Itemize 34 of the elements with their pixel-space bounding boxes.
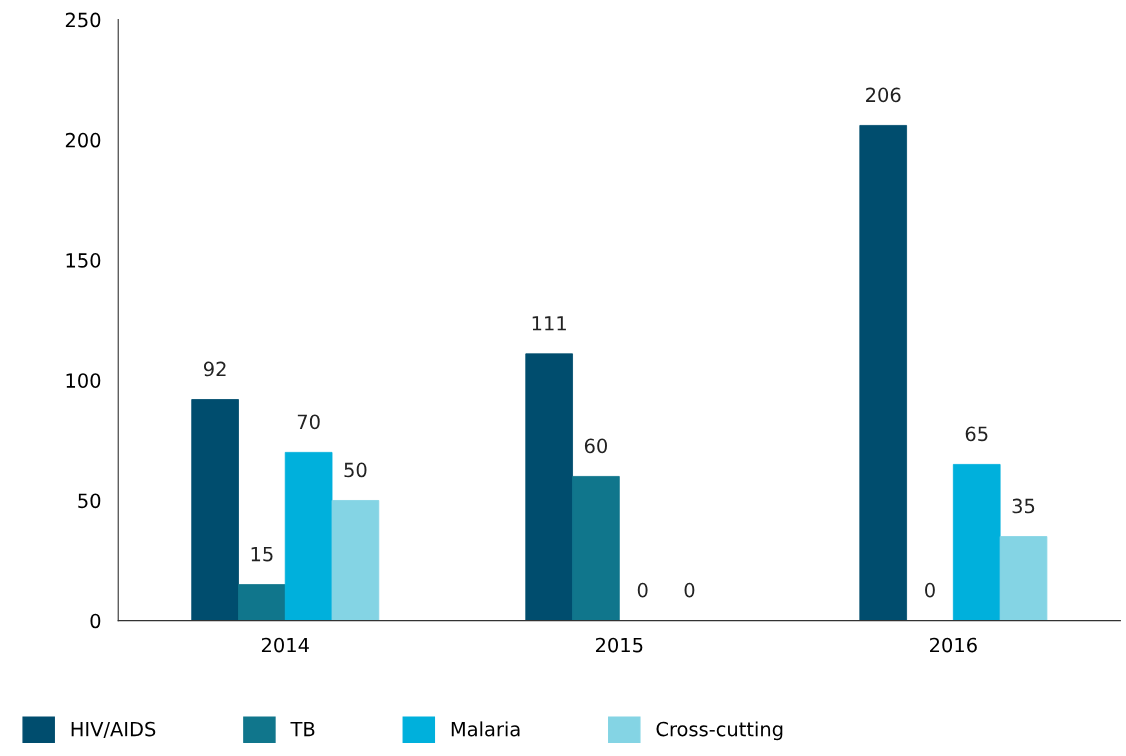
y-tick-label: 50 — [78, 493, 101, 509]
legend-label: Cross-cutting — [656, 721, 783, 741]
y-tick-label: 250 — [65, 12, 101, 28]
y-tick-label: 0 — [90, 613, 101, 629]
data-label: 0 — [637, 582, 648, 598]
bar — [284, 451, 333, 621]
x-tick-label: 2016 — [930, 637, 977, 653]
y-tick-label: 100 — [66, 373, 101, 388]
y-tick-label: 200 — [65, 132, 101, 148]
data-label: 70 — [297, 414, 320, 430]
data-label: 60 — [584, 438, 607, 454]
bar — [238, 584, 286, 621]
bar — [525, 353, 573, 621]
data-label: 92 — [203, 361, 226, 377]
bar — [191, 399, 239, 621]
data-label: 15 — [251, 546, 273, 562]
data-label: 0 — [684, 582, 695, 598]
data-label: 35 — [1012, 498, 1035, 514]
y-tick-label: 150 — [66, 253, 101, 268]
data-label: 65 — [965, 426, 988, 442]
data-label: 0 — [925, 582, 935, 598]
x-tick-label: 2014 — [261, 637, 309, 653]
bar — [952, 463, 1001, 621]
bar — [999, 536, 1048, 621]
data-label: 111 — [532, 316, 566, 331]
legend-label: TB — [290, 721, 315, 737]
data-label: 50 — [344, 462, 367, 478]
bar — [331, 500, 380, 621]
data-label: 206 — [866, 87, 901, 103]
legend-label: HIV/AIDS — [71, 721, 156, 738]
legend-label: Malaria — [451, 721, 520, 737]
bar — [572, 476, 620, 621]
x-tick-label: 2015 — [595, 637, 643, 653]
bar — [859, 125, 907, 621]
